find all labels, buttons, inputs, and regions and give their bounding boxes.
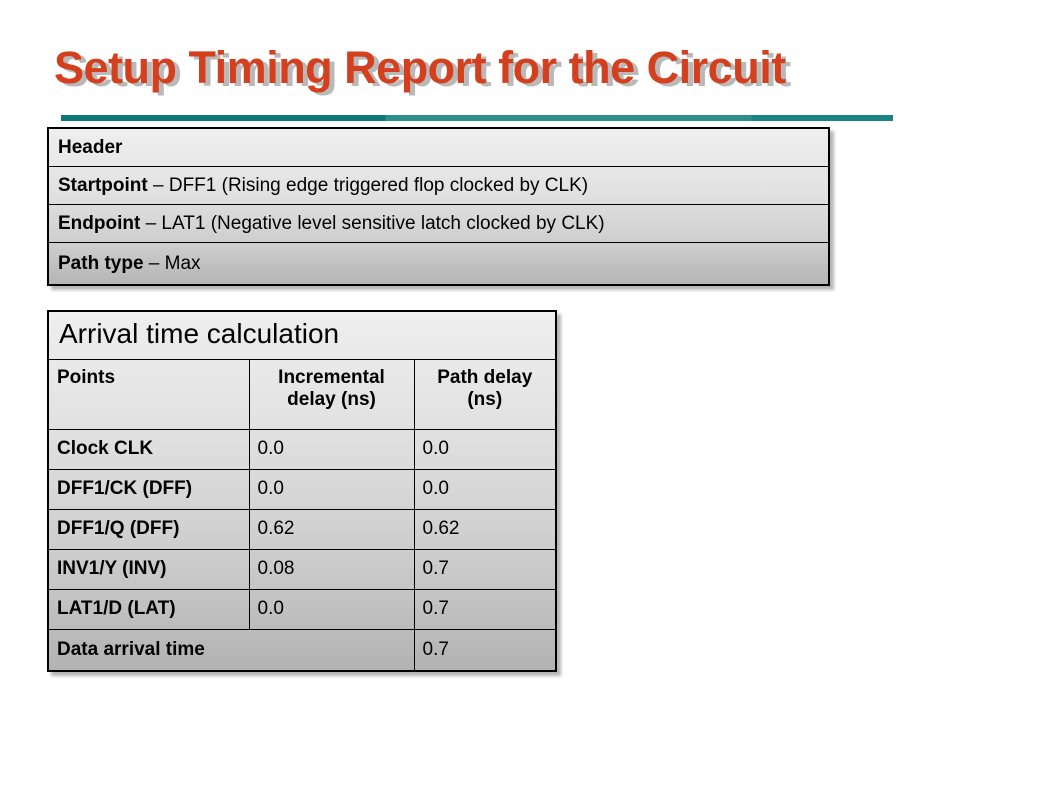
report-row-label: Path type <box>58 253 144 274</box>
table-row: INV1/Y (INV) 0.08 0.7 <box>47 548 557 590</box>
point-cell: Clock CLK <box>47 428 250 470</box>
column-header-path-delay: Path delay (ns) <box>413 358 557 430</box>
point-cell: DFF1/CK (DFF) <box>47 468 250 510</box>
point-cell: INV1/Y (INV) <box>47 548 250 590</box>
table-row: Clock CLK 0.0 0.0 <box>47 428 557 470</box>
point-cell: DFF1/Q (DFF) <box>47 508 250 550</box>
report-row-label: Endpoint <box>58 213 141 234</box>
report-row-label: Header <box>58 137 123 158</box>
report-row-text: – DFF1 (Rising edge triggered flop clock… <box>147 175 589 196</box>
incremental-delay-cell: 0.0 <box>248 588 415 630</box>
data-arrival-time-value: 0.7 <box>413 628 557 672</box>
incremental-delay-cell: 0.08 <box>248 548 415 590</box>
path-delay-cell: 0.7 <box>413 588 557 630</box>
table-row: LAT1/D (LAT) 0.0 0.7 <box>47 588 557 630</box>
report-row-path-type: Path type – Max <box>49 243 828 284</box>
report-row-text: – Max <box>143 253 201 274</box>
table-row: DFF1/CK (DFF) 0.0 0.0 <box>47 468 557 510</box>
point-cell: LAT1/D (LAT) <box>47 588 250 630</box>
table-row: DFF1/Q (DFF) 0.62 0.62 <box>47 508 557 550</box>
path-delay-cell: 0.7 <box>413 548 557 590</box>
incremental-delay-cell: 0.0 <box>248 468 415 510</box>
column-header-points: Points <box>47 358 250 430</box>
arrival-time-table: Arrival time calculation Points Incremen… <box>47 310 557 672</box>
report-row-label: Startpoint <box>58 175 148 196</box>
data-arrival-time-label: Data arrival time <box>47 628 415 672</box>
report-row-startpoint: Startpoint – DFF1 (Rising edge triggered… <box>49 167 828 205</box>
report-row-text: – LAT1 (Negative level sensitive latch c… <box>140 213 605 234</box>
path-delay-cell: 0.0 <box>413 468 557 510</box>
report-row-header: Header <box>49 129 828 167</box>
incremental-delay-cell: 0.62 <box>248 508 415 550</box>
page-title: Setup Timing Report for the Circuit <box>54 42 786 93</box>
column-header-incremental-delay: Incremental delay (ns) <box>248 358 415 430</box>
incremental-delay-cell: 0.0 <box>248 428 415 470</box>
table-row-total: Data arrival time 0.7 <box>47 628 557 672</box>
arrival-table-title: Arrival time calculation <box>47 310 557 360</box>
report-header-table: Header Startpoint – DFF1 (Rising edge tr… <box>47 127 830 286</box>
report-row-endpoint: Endpoint – LAT1 (Negative level sensitiv… <box>49 205 828 243</box>
path-delay-cell: 0.62 <box>413 508 557 550</box>
title-divider <box>61 115 893 121</box>
path-delay-cell: 0.0 <box>413 428 557 470</box>
